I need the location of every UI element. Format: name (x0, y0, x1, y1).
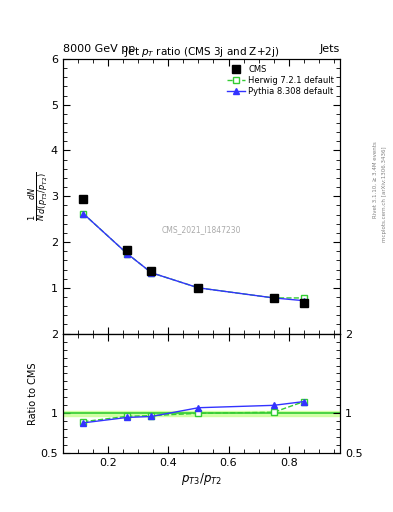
Text: Rivet 3.1.10, ≥ 3.4M events: Rivet 3.1.10, ≥ 3.4M events (373, 141, 378, 218)
Y-axis label: Ratio to CMS: Ratio to CMS (28, 362, 38, 424)
Text: mcplots.cern.ch [arXiv:1306.3436]: mcplots.cern.ch [arXiv:1306.3436] (382, 147, 387, 242)
Title: Jet $p_T$ ratio (CMS 3j and Z+2j): Jet $p_T$ ratio (CMS 3j and Z+2j) (124, 45, 279, 59)
X-axis label: $p_{T3}/p_{T2}$: $p_{T3}/p_{T2}$ (181, 471, 222, 487)
Legend: CMS, Herwig 7.2.1 default, Pythia 8.308 default: CMS, Herwig 7.2.1 default, Pythia 8.308 … (225, 63, 336, 98)
Bar (63, 411, 340, 416)
Text: 8000 GeV pp: 8000 GeV pp (63, 44, 135, 54)
Text: Jets: Jets (320, 44, 340, 54)
Y-axis label: $\frac{1}{N}\frac{dN}{d(p_{T3}/p_{T2})}$: $\frac{1}{N}\frac{dN}{d(p_{T3}/p_{T2})}$ (26, 172, 50, 221)
Text: CMS_2021_I1847230: CMS_2021_I1847230 (162, 225, 241, 234)
